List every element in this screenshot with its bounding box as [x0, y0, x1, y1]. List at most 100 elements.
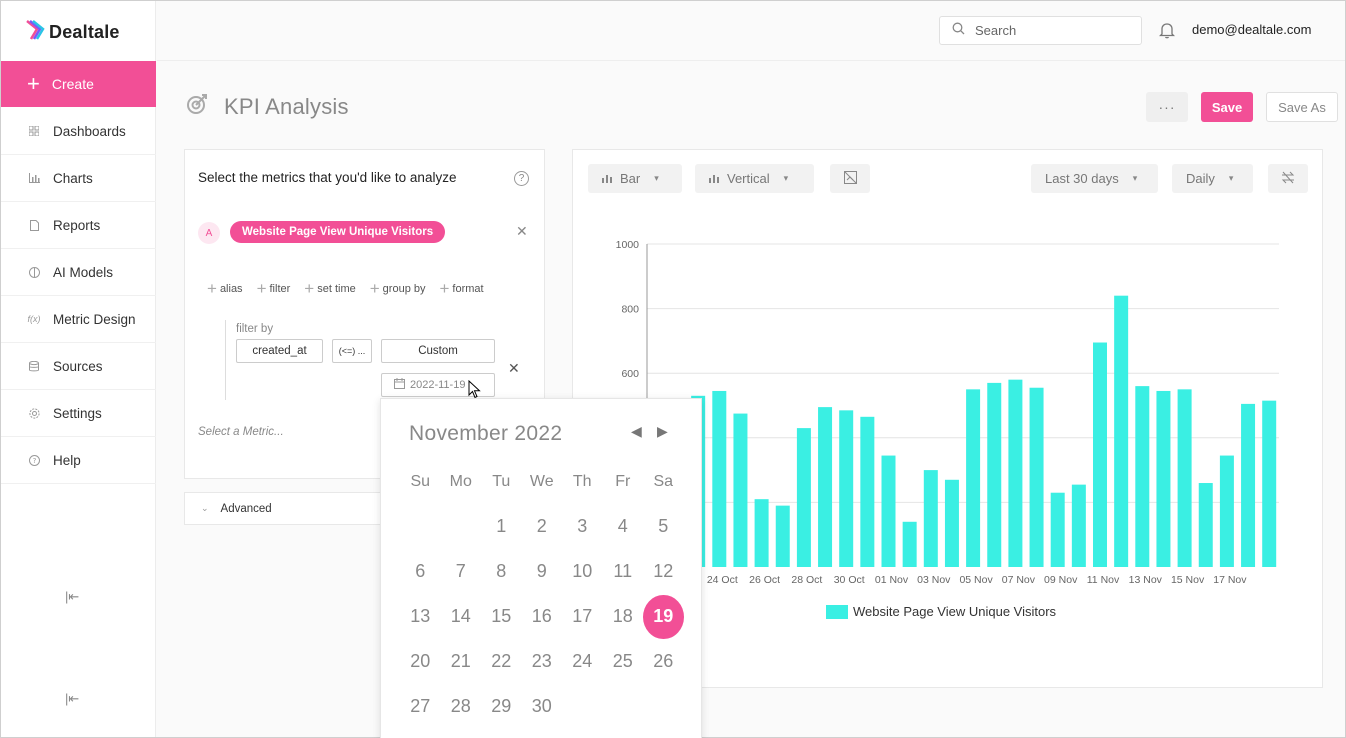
- group-by-action[interactable]: + group by: [370, 280, 426, 297]
- logo[interactable]: Dealtale: [25, 19, 120, 46]
- bell-icon[interactable]: [1158, 21, 1176, 44]
- calendar-day[interactable]: 11: [613, 561, 633, 581]
- filter-field-select[interactable]: created_at: [236, 339, 323, 363]
- bar[interactable]: [1135, 386, 1150, 567]
- set-time-action[interactable]: + set time: [304, 280, 355, 297]
- bar[interactable]: [1219, 455, 1234, 567]
- sidebar-item-sources[interactable]: Sources: [1, 343, 156, 390]
- sidebar-item-dashboards[interactable]: Dashboards: [1, 108, 156, 155]
- calendar-day[interactable]: 28: [450, 696, 471, 716]
- calendar-day[interactable]: 8: [496, 561, 507, 581]
- granularity-select[interactable]: Daily ▾: [1172, 164, 1253, 193]
- calendar-day[interactable]: 9: [536, 561, 547, 581]
- calendar-day[interactable]: 22: [491, 651, 512, 671]
- dashboard-icon: [27, 126, 41, 136]
- bar[interactable]: [796, 428, 811, 567]
- metric-pill[interactable]: Website Page View Unique Visitors: [230, 221, 446, 243]
- help-icon[interactable]: ?: [514, 171, 529, 186]
- filter-action[interactable]: + filter: [257, 280, 291, 297]
- bar[interactable]: [1156, 390, 1171, 567]
- bar[interactable]: [1114, 295, 1129, 567]
- calendar-day[interactable]: 29: [491, 696, 512, 716]
- bar[interactable]: [923, 470, 938, 567]
- calendar-day[interactable]: 23: [531, 651, 552, 671]
- user-email[interactable]: demo@dealtale.com: [1192, 22, 1312, 37]
- bar[interactable]: [860, 416, 875, 567]
- bar[interactable]: [881, 455, 896, 567]
- bar[interactable]: [733, 413, 748, 567]
- create-button[interactable]: + Create: [1, 61, 156, 107]
- sidebar-item-charts[interactable]: Charts: [1, 155, 156, 202]
- alias-action[interactable]: + alias: [207, 280, 243, 297]
- bar[interactable]: [1093, 342, 1107, 567]
- bar[interactable]: [987, 382, 1002, 567]
- bar[interactable]: [1262, 400, 1277, 567]
- sidebar-item-help[interactable]: ? Help: [1, 437, 156, 484]
- selected-day[interactable]: 19: [643, 594, 684, 639]
- chart-type-select[interactable]: Bar ▾: [588, 164, 682, 193]
- calendar-day[interactable]: 21: [450, 651, 471, 671]
- swap-axes-button[interactable]: [1268, 164, 1308, 193]
- calendar-day[interactable]: 12: [653, 561, 674, 581]
- format-action[interactable]: + format: [439, 280, 483, 297]
- calendar-day[interactable]: 3: [577, 516, 588, 536]
- calendar-day[interactable]: 10: [572, 561, 593, 581]
- legend-label[interactable]: Website Page View Unique Visitors: [853, 604, 1057, 619]
- close-icon[interactable]: ✕: [508, 360, 520, 376]
- bar[interactable]: [775, 505, 790, 567]
- select-metric-input[interactable]: Select a Metric...: [198, 426, 284, 438]
- sidebar-item-metric-design[interactable]: f(x) Metric Design: [1, 296, 156, 343]
- bar[interactable]: [818, 407, 833, 567]
- calendar-day[interactable]: 20: [410, 651, 431, 671]
- orientation-select[interactable]: Vertical ▾: [695, 164, 814, 193]
- bar[interactable]: [902, 521, 917, 567]
- calendar-day[interactable]: 30: [531, 696, 552, 716]
- bar[interactable]: [1050, 492, 1065, 567]
- calendar-day[interactable]: 27: [410, 696, 431, 716]
- bar[interactable]: [1029, 387, 1044, 567]
- calendar-day[interactable]: 4: [617, 516, 628, 536]
- save-button[interactable]: Save: [1201, 92, 1253, 122]
- bar[interactable]: [712, 390, 727, 567]
- bar[interactable]: [966, 389, 981, 567]
- bar[interactable]: [754, 499, 769, 567]
- bar[interactable]: [1198, 483, 1213, 567]
- search-box[interactable]: [939, 16, 1142, 45]
- calendar-day[interactable]: 1: [496, 516, 507, 536]
- bar[interactable]: [944, 479, 959, 567]
- no-image-button[interactable]: [830, 164, 870, 193]
- calendar-day[interactable]: 18: [612, 606, 633, 626]
- save-as-button[interactable]: Save As: [1266, 92, 1338, 122]
- sidebar-item-ai-models[interactable]: AI Models: [1, 249, 156, 296]
- prev-month-icon[interactable]: ◀: [631, 423, 642, 439]
- bar[interactable]: [1071, 484, 1086, 567]
- calendar-day[interactable]: 6: [415, 561, 426, 581]
- sidebar-item-reports[interactable]: Reports: [1, 202, 156, 249]
- more-options-button[interactable]: ···: [1146, 92, 1188, 122]
- calendar-day[interactable]: 13: [410, 606, 431, 626]
- calendar-day[interactable]: 2: [536, 516, 547, 536]
- calendar-day[interactable]: 24: [572, 651, 593, 671]
- calendar-day[interactable]: 16: [531, 606, 552, 626]
- bar[interactable]: [839, 410, 854, 567]
- date-range-select[interactable]: Last 30 days ▾: [1031, 164, 1158, 193]
- close-icon[interactable]: ✕: [516, 223, 528, 239]
- filter-operator-select[interactable]: (<=) ...: [332, 339, 372, 363]
- calendar-day[interactable]: 7: [455, 561, 466, 581]
- calendar-day[interactable]: 17: [572, 606, 593, 626]
- bar[interactable]: [1241, 403, 1256, 567]
- filter-mode-select[interactable]: Custom: [381, 339, 495, 363]
- calendar-day[interactable]: 15: [491, 606, 512, 626]
- bar[interactable]: [1008, 379, 1023, 567]
- x-tick-label: 13 Nov: [1129, 574, 1163, 586]
- calendar-day[interactable]: 26: [653, 651, 674, 671]
- next-month-icon[interactable]: ▶: [657, 423, 668, 439]
- bar[interactable]: [1177, 389, 1192, 567]
- collapse-panel-icon[interactable]: |⇤: [65, 691, 80, 706]
- calendar-day[interactable]: 14: [450, 606, 471, 626]
- sidebar-item-settings[interactable]: Settings: [1, 390, 156, 437]
- calendar-day[interactable]: 25: [612, 651, 633, 671]
- search-input[interactable]: [975, 23, 1125, 38]
- collapse-sidebar-icon[interactable]: |⇤: [65, 589, 80, 604]
- calendar-day[interactable]: 5: [658, 516, 669, 536]
